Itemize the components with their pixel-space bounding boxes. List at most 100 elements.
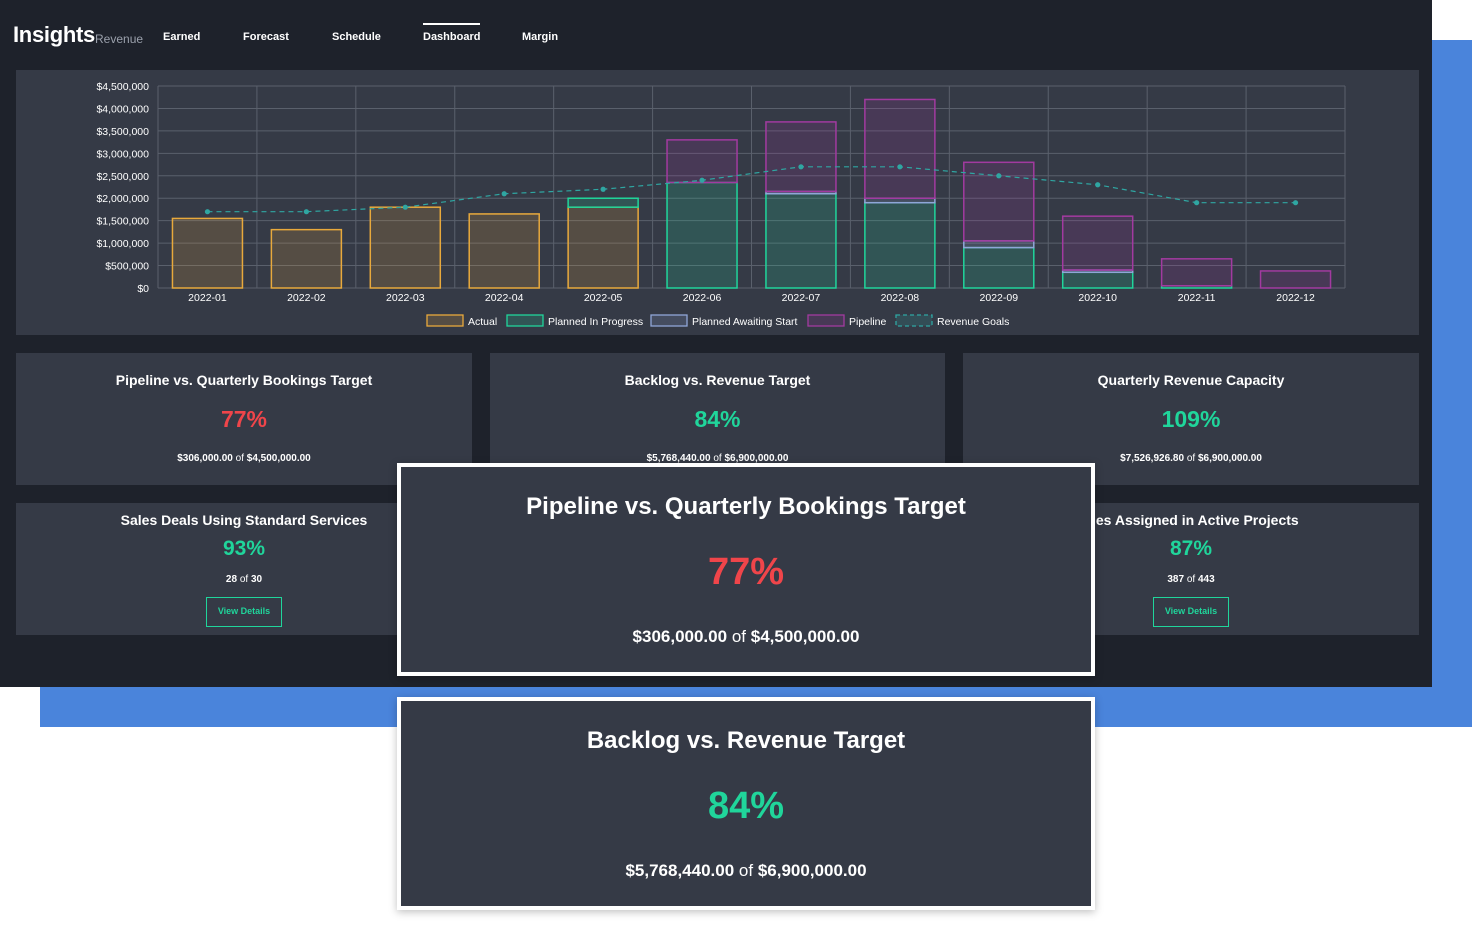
zoom-backlog-amount: $5,768,440.00 of $6,900,000.00 bbox=[401, 861, 1091, 881]
app-section: Revenue bbox=[95, 32, 144, 46]
bar-actual-2022-02 bbox=[270, 228, 343, 289]
view-details-button[interactable]: View Details bbox=[206, 597, 282, 627]
bar-planned-in-progress-2022-09 bbox=[963, 246, 1035, 289]
x-tick-label: 2022-11 bbox=[1178, 292, 1216, 304]
bar-pipeline-2022-08 bbox=[864, 98, 936, 199]
pipeline-amount-value: $306,000.00 bbox=[177, 453, 233, 464]
zoom-backlog-amount-of: of bbox=[738, 861, 754, 880]
card-standard-services: Sales Deals Using Standard Services 93% … bbox=[16, 503, 472, 635]
assigned-count-total: 443 bbox=[1197, 574, 1215, 585]
standard-count-total: 30 bbox=[250, 574, 263, 585]
y-tick-label: $3,500,000 bbox=[96, 126, 149, 138]
bar-actual-2022-01 bbox=[171, 217, 244, 289]
tab-schedule[interactable]: Schedule bbox=[332, 31, 381, 43]
pipeline-amount-of: of bbox=[235, 453, 244, 464]
revenue-goals-point bbox=[1194, 200, 1200, 206]
revenue-chart: $0 $500,000 $1,000,000 $1,500,000 $2,000,000… bbox=[96, 81, 1346, 328]
bar-planned-in-progress-2022-10 bbox=[1061, 271, 1134, 289]
pipeline-amount-target: $4,500,000.00 bbox=[246, 453, 311, 464]
legend-swatch-planned-awaiting-start bbox=[650, 314, 688, 327]
zoom-backlog-title: Backlog vs. Revenue Target bbox=[586, 727, 906, 754]
x-tick-label: 2022-06 bbox=[683, 292, 722, 304]
legend-label-actual: Actual bbox=[468, 316, 497, 328]
standard-count-of: of bbox=[239, 574, 249, 585]
zoom-card-pipeline: Pipeline vs. Quarterly Bookings Target 7… bbox=[397, 463, 1095, 676]
legend-swatch-actual bbox=[426, 314, 464, 327]
revenue-goals-point bbox=[204, 209, 211, 215]
revenue-chart-panel: $0 $500,000 $1,000,000 $1,500,000 $2,000,000… bbox=[16, 70, 1419, 335]
bar-planned-in-progress-2022-05 bbox=[567, 197, 639, 208]
card-pipeline: Pipeline vs. Quarterly Bookings Target 7… bbox=[16, 353, 472, 485]
zoom-backlog-amount-target: $6,900,000.00 bbox=[757, 861, 867, 880]
y-tick-label: $1,500,000 bbox=[96, 216, 149, 228]
x-tick-label: 2022-05 bbox=[584, 292, 623, 304]
revenue-goals-line bbox=[207, 166, 1296, 213]
tab-earned[interactable]: Earned bbox=[163, 31, 201, 43]
revenue-goals-point bbox=[699, 177, 705, 183]
revenue-goals-point bbox=[798, 164, 804, 170]
y-tick-label: $0 bbox=[137, 283, 149, 295]
bar-actual-2022-03 bbox=[369, 206, 442, 289]
card-assigned-count: 387 of 443 bbox=[963, 574, 1419, 585]
card-capacity: Quarterly Revenue Capacity 109% $7,526,9… bbox=[963, 353, 1419, 485]
card-backlog-amount: $5,768,440.00 of $6,900,000.00 bbox=[490, 453, 945, 464]
card-capacity-title: Quarterly Revenue Capacity bbox=[1097, 372, 1285, 388]
card-assigned-percent: 87% bbox=[1169, 537, 1213, 560]
capacity-amount-target: $6,900,000.00 bbox=[1197, 453, 1262, 464]
x-tick-label: 2022-07 bbox=[782, 292, 821, 304]
tab-dashboard[interactable]: Dashboard bbox=[423, 23, 481, 43]
y-tick-label: $4,000,000 bbox=[96, 103, 149, 115]
card-capacity-percent: 109% bbox=[1161, 406, 1221, 432]
standard-count-value: 28 bbox=[225, 574, 238, 585]
zoom-pipeline-percent: 77% bbox=[707, 551, 785, 593]
bar-actual-2022-04 bbox=[468, 213, 540, 289]
card-standard-percent: 93% bbox=[222, 537, 266, 560]
legend-label-revenue-goals: Revenue Goals bbox=[937, 316, 1009, 328]
card-backlog-percent: 84% bbox=[694, 406, 741, 432]
card-capacity-amount: $7,526,926.80 of $6,900,000.00 bbox=[963, 453, 1419, 464]
legend-swatch-revenue-goals bbox=[895, 314, 933, 327]
revenue-goals-point bbox=[1292, 200, 1299, 206]
backlog-amount-value: $5,768,440.00 bbox=[646, 453, 711, 464]
assigned-count-value: 387 bbox=[1167, 574, 1185, 585]
bar-pipeline-2022-10 bbox=[1061, 215, 1134, 271]
x-tick-label: 2022-10 bbox=[1078, 292, 1117, 304]
zoom-pipeline-amount: $306,000.00 of $4,500,000.00 bbox=[401, 627, 1091, 647]
zoom-pipeline-title: Pipeline vs. Quarterly Bookings Target bbox=[526, 493, 966, 520]
bar-pipeline-2022-11 bbox=[1160, 258, 1233, 287]
revenue-goals-point bbox=[402, 204, 408, 210]
x-tick-label: 2022-08 bbox=[881, 292, 920, 304]
tab-forecast[interactable]: Forecast bbox=[243, 31, 289, 43]
bar-pipeline-2022-07 bbox=[765, 121, 837, 193]
tab-margin[interactable]: Margin bbox=[522, 31, 559, 43]
bar-planned-awaiting-start-2022-09 bbox=[963, 240, 1035, 249]
revenue-goals-point bbox=[996, 173, 1002, 179]
y-tick-label: $1,000,000 bbox=[96, 238, 149, 250]
legend-swatch-pipeline bbox=[807, 314, 845, 327]
backlog-amount-of: of bbox=[713, 453, 722, 464]
x-tick-label: 2022-03 bbox=[386, 292, 425, 304]
dashboard-window: Insights Revenue Earned Forecast Schedul… bbox=[0, 0, 1432, 687]
y-tick-label: $2,000,000 bbox=[96, 193, 149, 205]
card-pipeline-amount: $306,000.00 of $4,500,000.00 bbox=[16, 453, 472, 464]
y-tick-label: $4,500,000 bbox=[96, 81, 149, 93]
legend-swatch-planned-in-progress bbox=[506, 314, 544, 327]
zoom-backlog-percent: 84% bbox=[707, 785, 785, 827]
legend-label-pipeline: Pipeline bbox=[849, 316, 887, 328]
zoom-pipeline-amount-target: $4,500,000.00 bbox=[750, 627, 860, 646]
top-nav-bar: Insights Revenue Earned Forecast Schedul… bbox=[0, 0, 1432, 70]
view-details-button[interactable]: View Details bbox=[1153, 597, 1229, 627]
bar-pipeline-2022-12 bbox=[1259, 270, 1332, 289]
zoom-pipeline-amount-value: $306,000.00 bbox=[632, 627, 728, 646]
bar-actual-2022-05 bbox=[567, 206, 639, 289]
legend-label-planned-awaiting-start: Planned Awaiting Start bbox=[692, 316, 798, 328]
zoom-backlog-amount-value: $5,768,440.00 bbox=[625, 861, 735, 880]
revenue-goals-point bbox=[1095, 182, 1101, 188]
legend-label-planned-in-progress: Planned In Progress bbox=[548, 316, 643, 328]
card-standard-count: 28 of 30 bbox=[16, 574, 472, 585]
app-title: Insights bbox=[13, 22, 95, 47]
revenue-goals-point bbox=[897, 164, 903, 170]
bar-planned-in-progress-2022-06 bbox=[666, 181, 738, 289]
x-tick-label: 2022-09 bbox=[980, 292, 1019, 304]
zoom-pipeline-amount-of: of bbox=[731, 627, 746, 646]
